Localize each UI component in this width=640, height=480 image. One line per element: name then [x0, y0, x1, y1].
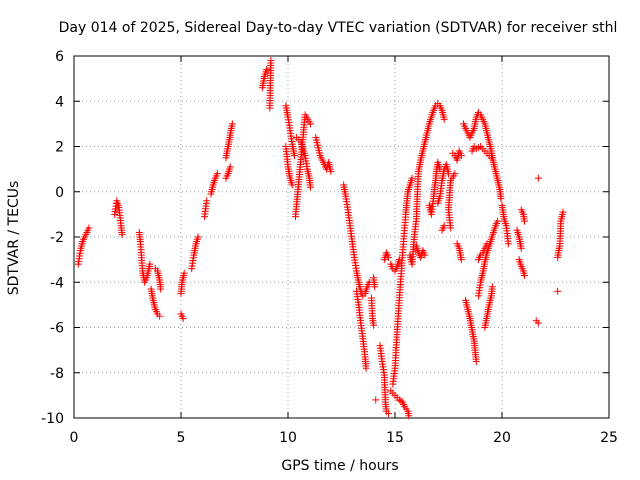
x-tick-label: 10: [279, 430, 297, 446]
data-point: [559, 208, 567, 216]
data-point: [445, 170, 452, 178]
data-point: [180, 269, 188, 277]
data-point: [534, 174, 542, 182]
y-tick-label: 4: [55, 94, 64, 110]
y-axis-label: SDTVAR / TECUs: [6, 181, 22, 296]
data-point: [179, 314, 187, 322]
data-point: [118, 231, 126, 239]
data-point: [85, 224, 93, 232]
data-point: [327, 167, 335, 175]
data-point: [226, 163, 234, 171]
data-point: [203, 197, 211, 205]
data-point: [451, 170, 459, 178]
grid-lines: [74, 56, 609, 418]
data-point: [372, 396, 380, 404]
data-point: [497, 195, 505, 203]
data-point: [370, 321, 378, 329]
data-point: [457, 152, 465, 160]
data-point: [494, 217, 502, 225]
data-point: [263, 66, 271, 74]
x-tick-label: 20: [493, 430, 511, 446]
data-point: [408, 174, 416, 182]
y-tick-label: -10: [41, 411, 64, 427]
data-points: [74, 57, 567, 420]
axis-ticks: 0 5 10 15 20 25 -10 -8 -6 -4 -2 0 2 4 6: [41, 49, 618, 446]
data-point: [488, 283, 496, 291]
data-point: [534, 319, 542, 327]
data-point: [156, 312, 164, 320]
x-tick-label: 15: [386, 430, 404, 446]
x-tick-label: 25: [600, 430, 618, 446]
y-tick-label: 2: [55, 140, 64, 156]
data-point: [487, 154, 495, 162]
data-point: [483, 240, 491, 248]
data-point: [385, 409, 393, 417]
data-point: [440, 115, 448, 123]
data-point: [306, 120, 314, 128]
chart-title: Day 014 of 2025, Sidereal Day-to-day VTE…: [59, 20, 618, 36]
data-point: [517, 244, 525, 252]
x-tick-label: 0: [70, 430, 79, 446]
data-point: [194, 233, 202, 241]
data-point: [385, 253, 393, 261]
data-point: [504, 240, 512, 248]
data-point: [440, 222, 448, 230]
data-point: [362, 364, 370, 372]
data-point: [213, 170, 221, 178]
y-tick-label: 6: [55, 49, 64, 65]
data-point: [520, 217, 528, 225]
data-point: [371, 283, 379, 291]
x-axis-label: GPS time / hours: [281, 458, 398, 474]
data-point: [554, 287, 562, 295]
data-point: [520, 271, 528, 279]
x-tick-label: 5: [177, 430, 186, 446]
data-point: [288, 181, 296, 189]
data-point: [421, 251, 429, 259]
data-point: [157, 285, 165, 293]
y-tick-label: -8: [50, 366, 64, 382]
y-tick-label: -6: [50, 321, 64, 337]
y-tick-label: -4: [50, 275, 64, 291]
data-point: [290, 152, 298, 160]
data-point: [228, 120, 236, 128]
data-point: [266, 104, 274, 112]
data-point: [457, 256, 465, 264]
data-point: [306, 183, 314, 191]
data-point: [472, 357, 480, 365]
data-point: [146, 260, 154, 268]
y-tick-label: 0: [55, 185, 64, 201]
data-point: [405, 412, 413, 420]
y-tick-label: -2: [50, 230, 64, 246]
